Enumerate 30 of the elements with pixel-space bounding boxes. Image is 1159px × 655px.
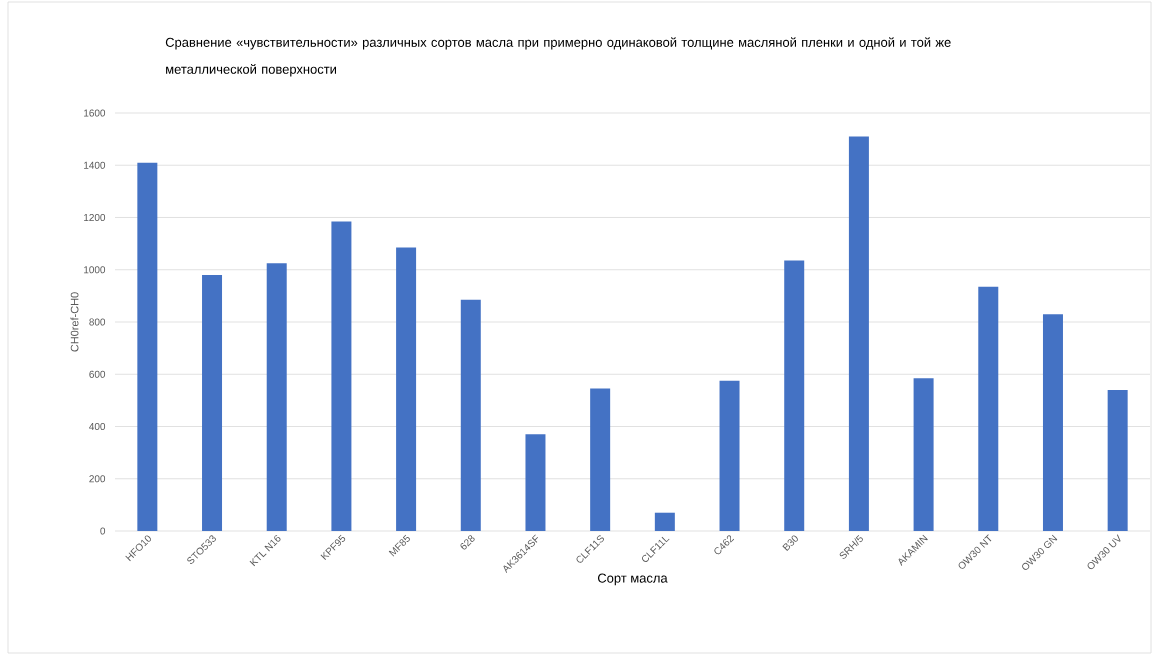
x-tick-label: B30 [782, 535, 798, 551]
bar [978, 286, 999, 531]
y-tick-label: 800 [89, 318, 106, 326]
y-tick-label: 1600 [84, 109, 106, 117]
bar [396, 247, 417, 531]
bar [719, 380, 740, 531]
bar [460, 299, 481, 531]
bar [654, 512, 675, 531]
y-tick-label: 1400 [84, 161, 106, 169]
y-tick-label: 0 [100, 527, 106, 535]
x-tick-label: 628 [460, 535, 475, 550]
bar [784, 260, 805, 531]
bar [331, 221, 352, 531]
y-tick-label: 1200 [84, 213, 106, 222]
y-tick-label: 600 [89, 370, 106, 378]
bar [266, 263, 287, 531]
chart-title: Сравнение «чувствительности» различных сортов масла при примерно одинаковой толщине масляной пленки и одной и той же металлической поверхности [165, 37, 951, 77]
bar [137, 162, 158, 531]
y-axis-title: CH0ref-CH0 [70, 292, 79, 352]
x-axis-title: Сорт масла [597, 573, 668, 586]
y-tick-label: 1000 [84, 266, 106, 274]
bar [1107, 389, 1128, 531]
bar [848, 136, 869, 531]
bar [202, 274, 223, 531]
bar [913, 378, 934, 531]
bar [525, 434, 546, 531]
bar [590, 388, 611, 531]
y-tick-label: 400 [89, 422, 106, 431]
y-tick-label: 200 [89, 475, 106, 483]
bar [1042, 314, 1063, 531]
